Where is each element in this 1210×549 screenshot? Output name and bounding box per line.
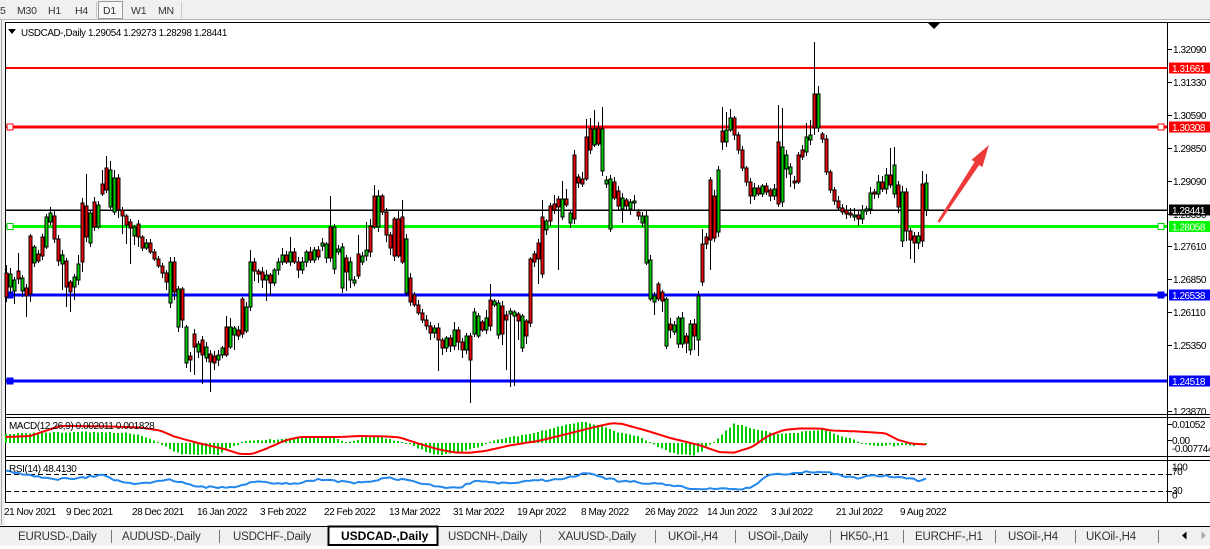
svg-text:1.30590: 1.30590 [1173, 111, 1207, 122]
svg-text:XAUUSD-,Daily: XAUUSD-,Daily [558, 531, 636, 543]
svg-text:14 Jun 2022: 14 Jun 2022 [707, 507, 758, 518]
svg-text:HK50-,H1: HK50-,H1 [840, 531, 889, 543]
svg-text:AUDUSD-,Daily: AUDUSD-,Daily [122, 531, 201, 543]
svg-text:8 May 2022: 8 May 2022 [581, 507, 630, 518]
svg-text:30: 30 [1172, 486, 1183, 497]
svg-text:21 Jul 2022: 21 Jul 2022 [836, 507, 884, 518]
svg-text:1.23870: 1.23870 [1173, 407, 1207, 418]
svg-text:70: 70 [1172, 467, 1183, 478]
svg-text:16 Jan 2022: 16 Jan 2022 [197, 507, 248, 518]
svg-text:1.28058: 1.28058 [1172, 223, 1206, 234]
svg-text:USDCAD-,Daily 1.29054 1.29273: USDCAD-,Daily 1.29054 1.29273 1.28298 1.… [21, 28, 227, 39]
svg-text:EURCHF-,H1: EURCHF-,H1 [915, 531, 983, 543]
svg-text:1.29090: 1.29090 [1173, 177, 1207, 188]
svg-text:3 Feb 2022: 3 Feb 2022 [260, 507, 307, 518]
svg-text:USDCHF-,Daily: USDCHF-,Daily [233, 531, 311, 543]
svg-text:USOil-,Daily: USOil-,Daily [748, 531, 809, 543]
svg-text:28 Dec 2021: 28 Dec 2021 [132, 507, 185, 518]
svg-text:W1: W1 [131, 5, 147, 17]
svg-text:1.25350: 1.25350 [1173, 341, 1207, 352]
svg-text:RSI(14) 48.4130: RSI(14) 48.4130 [9, 464, 77, 475]
svg-text:1.31330: 1.31330 [1173, 78, 1207, 89]
svg-text:100: 100 [1172, 463, 1188, 474]
svg-text:1.27610: 1.27610 [1173, 242, 1207, 253]
svg-text:9 Dec 2021: 9 Dec 2021 [66, 507, 114, 518]
svg-text:1.26850: 1.26850 [1173, 275, 1207, 286]
svg-text:5: 5 [0, 5, 6, 17]
svg-text:USDCNH-,Daily: USDCNH-,Daily [448, 531, 528, 543]
svg-text:1.24518: 1.24518 [1172, 377, 1206, 388]
svg-text:M30: M30 [17, 5, 37, 17]
svg-text:1.30308: 1.30308 [1172, 123, 1206, 134]
svg-text:1.32090: 1.32090 [1173, 45, 1207, 56]
svg-text:USDCAD-,Daily: USDCAD-,Daily [341, 529, 429, 543]
svg-text:EURUSD-,Daily: EURUSD-,Daily [18, 531, 97, 543]
svg-text:MACD(12,26,9) 0.002011 0.001: MACD(12,26,9) 0.002011 0.001828 [9, 421, 155, 432]
svg-text:H1: H1 [48, 5, 61, 17]
svg-text:1.31661: 1.31661 [1172, 64, 1206, 75]
svg-text:1.28441: 1.28441 [1172, 206, 1206, 217]
svg-text:-0.007744: -0.007744 [1172, 444, 1210, 455]
svg-text:0.00: 0.00 [1172, 436, 1191, 447]
svg-text:3 Jul 2022: 3 Jul 2022 [771, 507, 814, 518]
svg-text:UKOil-,H4: UKOil-,H4 [668, 531, 719, 543]
svg-text:22 Feb 2022: 22 Feb 2022 [324, 507, 376, 518]
svg-text:H4: H4 [75, 5, 88, 17]
svg-text:1.26110: 1.26110 [1173, 308, 1206, 319]
svg-text:UKOil-,H4: UKOil-,H4 [1086, 531, 1137, 543]
svg-text:USOil-,H4: USOil-,H4 [1008, 531, 1059, 543]
svg-text:1.29850: 1.29850 [1173, 144, 1207, 155]
svg-text:13 Mar 2022: 13 Mar 2022 [389, 507, 441, 518]
svg-text:21 Nov 2021: 21 Nov 2021 [4, 507, 57, 518]
svg-text:0: 0 [1172, 491, 1178, 502]
svg-text:0.01052: 0.01052 [1172, 420, 1206, 431]
svg-text:MN: MN [158, 5, 174, 17]
svg-text:1.26538: 1.26538 [1172, 291, 1206, 302]
svg-text:31 Mar 2022: 31 Mar 2022 [453, 507, 505, 518]
svg-text:26 May 2022: 26 May 2022 [645, 507, 699, 518]
svg-text:19 Apr 2022: 19 Apr 2022 [517, 507, 567, 518]
svg-text:D1: D1 [103, 5, 116, 17]
svg-text:9 Aug 2022: 9 Aug 2022 [900, 507, 947, 518]
